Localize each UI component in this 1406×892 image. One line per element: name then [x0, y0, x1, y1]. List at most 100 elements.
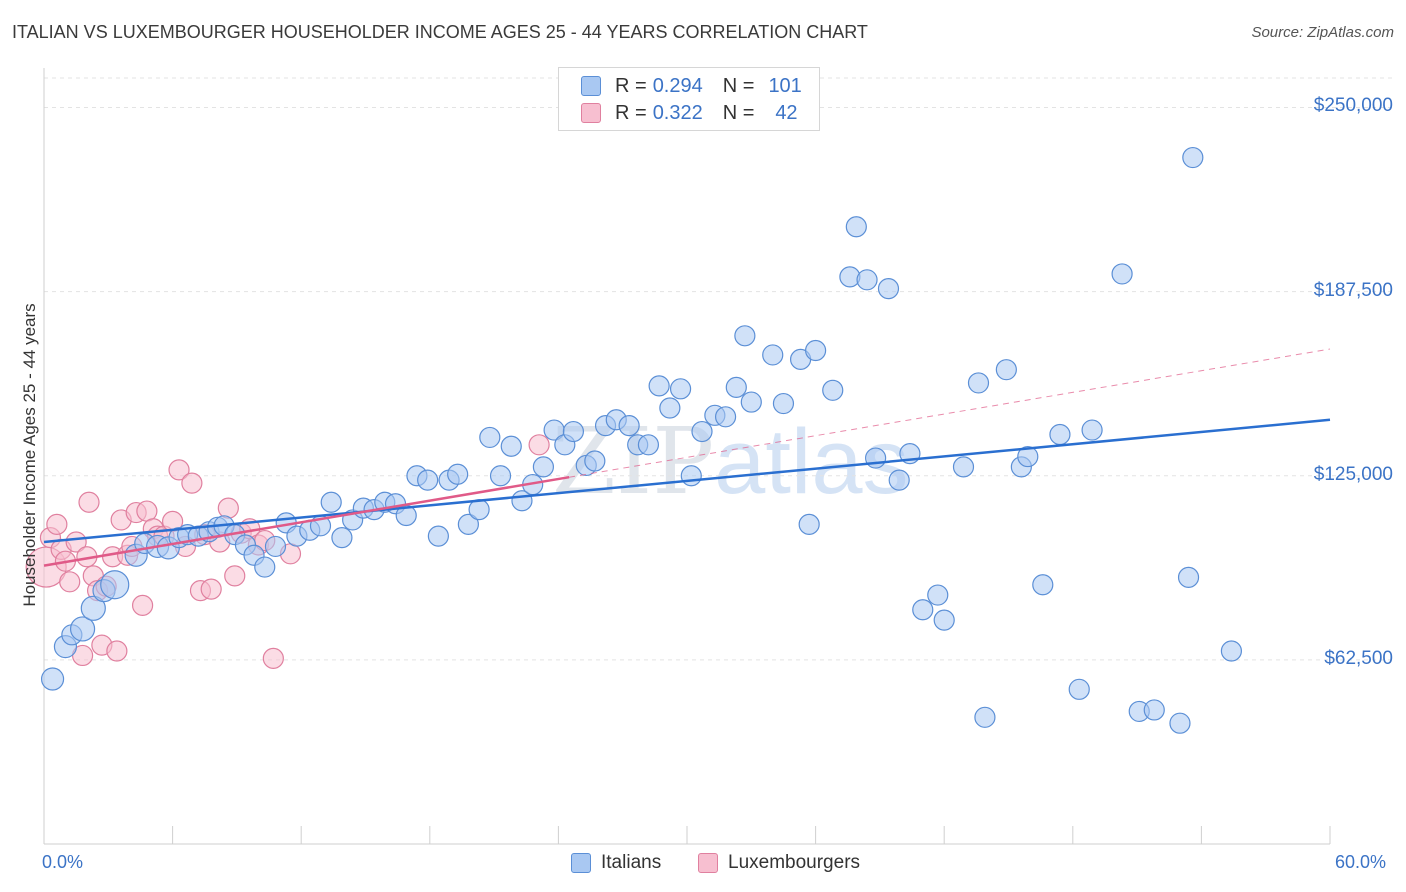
- italian-point: [618, 415, 640, 437]
- italian-point: [1177, 566, 1200, 588]
- legend-item-italians[interactable]: Italians: [571, 852, 661, 874]
- italian-point: [967, 372, 990, 394]
- italian-point: [489, 465, 512, 487]
- italians-trend-line: [43, 418, 1331, 544]
- legend-r-value: 0.322: [652, 101, 703, 124]
- italian-point: [798, 513, 820, 535]
- italian-point: [1017, 445, 1039, 468]
- y-tick-label: $250,000: [1313, 95, 1393, 117]
- italian-point: [100, 570, 130, 600]
- italian-point: [734, 325, 756, 347]
- italian-point: [500, 435, 522, 457]
- luxembourgers-trend-extension: [569, 348, 1331, 478]
- legend-n-value: 101: [768, 74, 802, 97]
- legend-row-italians: R = 0.294 N = 101: [581, 73, 804, 99]
- chart-title: ITALIAN VS LUXEMBOURGER HOUSEHOLDER INCO…: [12, 22, 868, 42]
- italian-point: [772, 392, 795, 415]
- italian-point: [479, 426, 501, 449]
- italian-point: [254, 556, 276, 578]
- luxembourger-point: [181, 472, 203, 494]
- legend-swatch-luxembourgers: [581, 103, 601, 123]
- italian-point: [417, 469, 439, 491]
- italian-point: [532, 456, 554, 478]
- legend-label-luxembourgers: Luxembourgers: [728, 852, 861, 873]
- italian-point: [691, 420, 713, 443]
- luxembourgers-trend-line: [43, 475, 570, 567]
- italian-point: [457, 513, 479, 535]
- italian-point: [264, 535, 287, 558]
- italian-point: [637, 434, 660, 456]
- luxembourger-point: [200, 578, 222, 600]
- italian-point: [1081, 419, 1103, 441]
- legend-n-value: 42: [775, 101, 798, 124]
- italian-point: [468, 499, 490, 521]
- italian-point: [804, 339, 827, 362]
- axes: [43, 68, 1331, 845]
- y-tick-label: $187,500: [1313, 279, 1393, 301]
- italian-point: [69, 616, 96, 642]
- luxembourger-point: [46, 513, 68, 535]
- luxembourger-point: [217, 497, 239, 519]
- legend-r-label: R =: [615, 74, 647, 97]
- italian-point: [952, 456, 975, 478]
- luxembourger-point: [65, 531, 87, 553]
- luxembourgers-points: [25, 434, 550, 669]
- luxembourger-point: [131, 594, 154, 616]
- y-tick-label: $62,500: [1324, 647, 1393, 669]
- italian-point: [331, 526, 353, 549]
- italian-point: [320, 491, 342, 513]
- legend-row-luxembourgers: R = 0.322 N = 42: [581, 100, 804, 126]
- italian-point: [877, 278, 900, 300]
- italian-point: [995, 359, 1017, 381]
- italian-point: [762, 344, 784, 366]
- italian-point: [1182, 146, 1204, 169]
- italian-point: [714, 406, 737, 428]
- italian-point: [1143, 699, 1165, 721]
- italian-point: [740, 391, 762, 413]
- italian-point: [974, 706, 996, 728]
- italian-point: [447, 463, 469, 485]
- luxembourger-point: [262, 647, 284, 669]
- italian-point: [1220, 640, 1243, 662]
- luxembourger-point: [78, 491, 100, 513]
- italian-point: [562, 420, 585, 443]
- italian-point: [1111, 263, 1133, 285]
- italian-point: [912, 599, 934, 621]
- italian-point: [845, 216, 867, 238]
- series-legend: Italians Luxembourgers: [0, 852, 1406, 878]
- italian-point: [725, 376, 747, 398]
- italian-point: [1169, 712, 1191, 734]
- luxembourger-point: [136, 500, 158, 522]
- legend-n-label: N =: [722, 101, 755, 124]
- luxembourger-point: [59, 571, 81, 593]
- italian-point: [648, 375, 670, 397]
- italian-point: [584, 450, 606, 472]
- trend-lines: [43, 348, 1331, 567]
- stats-legend: R = 0.294 N = 101 R = 0.322 N = 42: [558, 67, 820, 131]
- legend-r-label: R =: [615, 101, 647, 124]
- luxembourger-point: [106, 640, 128, 662]
- italian-point: [856, 269, 878, 291]
- legend-item-luxembourgers[interactable]: Luxembourgers: [698, 852, 860, 874]
- italian-point: [1049, 423, 1071, 446]
- luxembourger-point: [168, 459, 190, 481]
- luxembourger-point: [528, 434, 550, 456]
- legend-swatch-italians: [571, 853, 591, 873]
- italian-point: [680, 465, 702, 487]
- source-label: Source: ZipAtlas.com: [1251, 24, 1394, 41]
- x-tick-label-max: 60.0%: [1335, 852, 1387, 872]
- legend-label-italians: Italians: [601, 852, 662, 873]
- y-axis-label: Householder Income Ages 25 - 44 years: [20, 303, 39, 607]
- y-tick-label: $125,000: [1313, 463, 1393, 485]
- x-tick-label-min: 0.0%: [42, 852, 84, 872]
- legend-n-label: N =: [722, 74, 755, 97]
- italian-point: [927, 584, 949, 606]
- luxembourger-point: [224, 565, 246, 587]
- italian-point: [40, 667, 65, 691]
- legend-r-value: 0.294: [652, 74, 703, 97]
- italian-point: [80, 595, 106, 621]
- italian-point: [888, 469, 910, 491]
- legend-swatch-luxembourgers: [698, 853, 718, 873]
- italian-point: [427, 525, 449, 547]
